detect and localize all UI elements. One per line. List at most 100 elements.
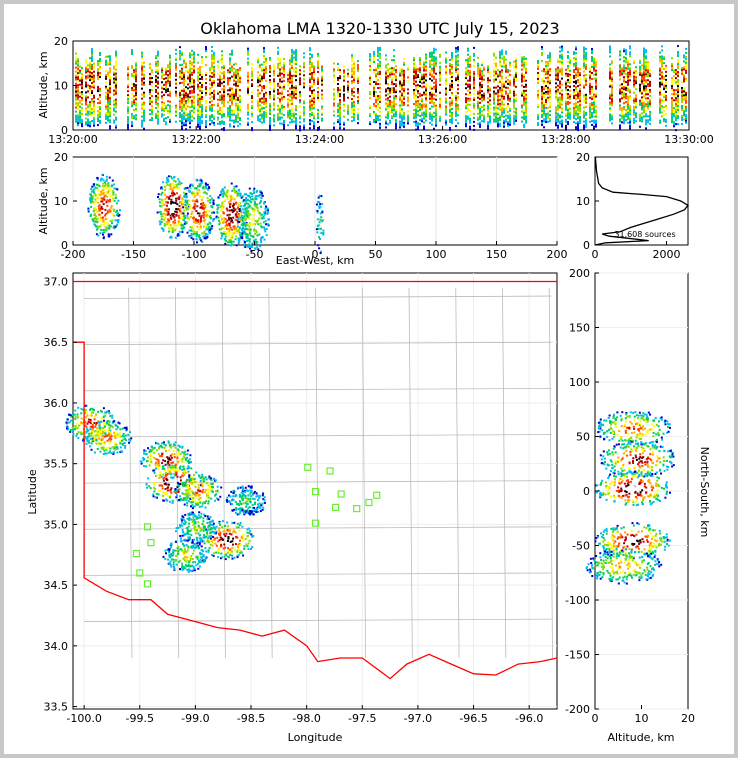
east-west-cell bbox=[115, 202, 118, 205]
time-height-cell bbox=[343, 115, 345, 118]
time-height-cell bbox=[445, 93, 447, 96]
time-height-cell bbox=[523, 123, 525, 126]
time-height-cell bbox=[479, 75, 481, 78]
time-height-cell bbox=[627, 65, 629, 68]
time-height-cell bbox=[229, 125, 231, 128]
time-height-cell bbox=[641, 66, 643, 69]
time-height-cell bbox=[643, 65, 645, 68]
time-height-cell bbox=[311, 105, 313, 108]
time-height-cell bbox=[209, 75, 211, 78]
time-height-cell bbox=[105, 59, 107, 62]
time-height-cell bbox=[399, 82, 401, 85]
time-height-cell bbox=[91, 90, 93, 93]
time-height-cell bbox=[575, 52, 577, 55]
time-height-cell bbox=[465, 115, 467, 118]
time-height-cell bbox=[273, 102, 275, 105]
time-height-cell bbox=[373, 71, 375, 74]
time-height-cell bbox=[609, 47, 611, 50]
time-height-cell bbox=[623, 86, 625, 89]
time-height-cell bbox=[399, 68, 401, 71]
time-height-cell bbox=[291, 82, 293, 85]
time-height-cell bbox=[391, 111, 393, 114]
east-west-cell bbox=[87, 207, 90, 210]
time-height-cell bbox=[221, 56, 223, 59]
time-height-cell bbox=[515, 111, 517, 114]
east-west-cell bbox=[103, 195, 106, 198]
time-height-cell bbox=[369, 113, 371, 116]
time-height-cell bbox=[175, 120, 177, 123]
time-height-cell bbox=[81, 83, 83, 86]
time-height-cell bbox=[269, 84, 271, 87]
time-height-cell bbox=[559, 90, 561, 93]
time-height-cell bbox=[449, 68, 451, 71]
time-height-cell bbox=[497, 81, 499, 84]
time-height-cell bbox=[621, 83, 623, 86]
time-height-cell bbox=[175, 110, 177, 113]
time-height-cell bbox=[509, 63, 511, 66]
time-height-cell bbox=[671, 69, 673, 72]
time-height-cell bbox=[269, 116, 271, 119]
time-height-cell bbox=[189, 64, 191, 67]
time-height-cell bbox=[379, 84, 381, 87]
time-height-cell bbox=[629, 91, 631, 94]
time-height-cell bbox=[283, 87, 285, 90]
time-height-cell bbox=[393, 85, 395, 88]
time-height-cell bbox=[515, 93, 517, 96]
time-height-cell bbox=[439, 107, 441, 110]
time-height-cell bbox=[493, 58, 495, 61]
time-height-cell bbox=[185, 108, 187, 111]
time-height-cell bbox=[189, 96, 191, 99]
time-height-cell bbox=[431, 119, 433, 122]
time-height-cell bbox=[665, 104, 667, 107]
east-west-cell bbox=[89, 198, 92, 201]
east-west-cell bbox=[100, 190, 103, 193]
time-height-cell bbox=[537, 89, 539, 92]
time-height-cell bbox=[671, 103, 673, 106]
time-height-cell bbox=[299, 117, 301, 120]
time-height-cell bbox=[455, 113, 457, 116]
time-height-cell bbox=[483, 82, 485, 85]
time-height-cell bbox=[239, 95, 241, 98]
time-height-cell bbox=[501, 71, 503, 74]
time-height-cell bbox=[193, 103, 195, 106]
time-height-cell bbox=[109, 111, 111, 114]
time-height-cell bbox=[419, 107, 421, 110]
time-height-cell bbox=[213, 71, 215, 74]
time-height-cell bbox=[583, 116, 585, 119]
time-height-cell bbox=[337, 76, 339, 79]
time-height-cell bbox=[135, 80, 137, 83]
time-height-cell bbox=[109, 61, 111, 64]
time-height-cell bbox=[469, 57, 471, 60]
time-height-cell bbox=[77, 68, 79, 71]
time-height-cell bbox=[213, 109, 215, 112]
time-height-cell bbox=[373, 57, 375, 60]
time-height-cell bbox=[675, 109, 677, 112]
time-height-cell bbox=[629, 119, 631, 122]
time-height-cell bbox=[559, 106, 561, 109]
time-height-cell bbox=[351, 82, 353, 85]
time-height-cell bbox=[561, 63, 563, 66]
time-height-cell bbox=[523, 111, 525, 114]
time-height-cell bbox=[261, 75, 263, 78]
time-height-cell bbox=[221, 110, 223, 113]
time-height-cell bbox=[635, 66, 637, 69]
time-height-cell bbox=[281, 66, 283, 69]
time-height-cell bbox=[311, 119, 313, 122]
time-height-cell bbox=[231, 109, 233, 112]
time-height-cell bbox=[415, 94, 417, 97]
time-height-cell bbox=[577, 129, 579, 132]
time-height-cell bbox=[89, 81, 91, 84]
east-west-cell bbox=[101, 219, 104, 222]
time-height-cell bbox=[685, 57, 687, 60]
time-height-cell bbox=[239, 69, 241, 72]
time-height-cell bbox=[189, 122, 191, 125]
time-height-cell bbox=[393, 105, 395, 108]
time-height-cell bbox=[221, 98, 223, 101]
time-height-cell bbox=[161, 67, 163, 70]
time-height-cell bbox=[313, 113, 315, 116]
time-height-cell bbox=[611, 78, 613, 81]
time-height-cell bbox=[421, 104, 423, 107]
time-height-cell bbox=[635, 84, 637, 87]
time-height-cell bbox=[561, 109, 563, 112]
time-height-cell bbox=[77, 114, 79, 117]
